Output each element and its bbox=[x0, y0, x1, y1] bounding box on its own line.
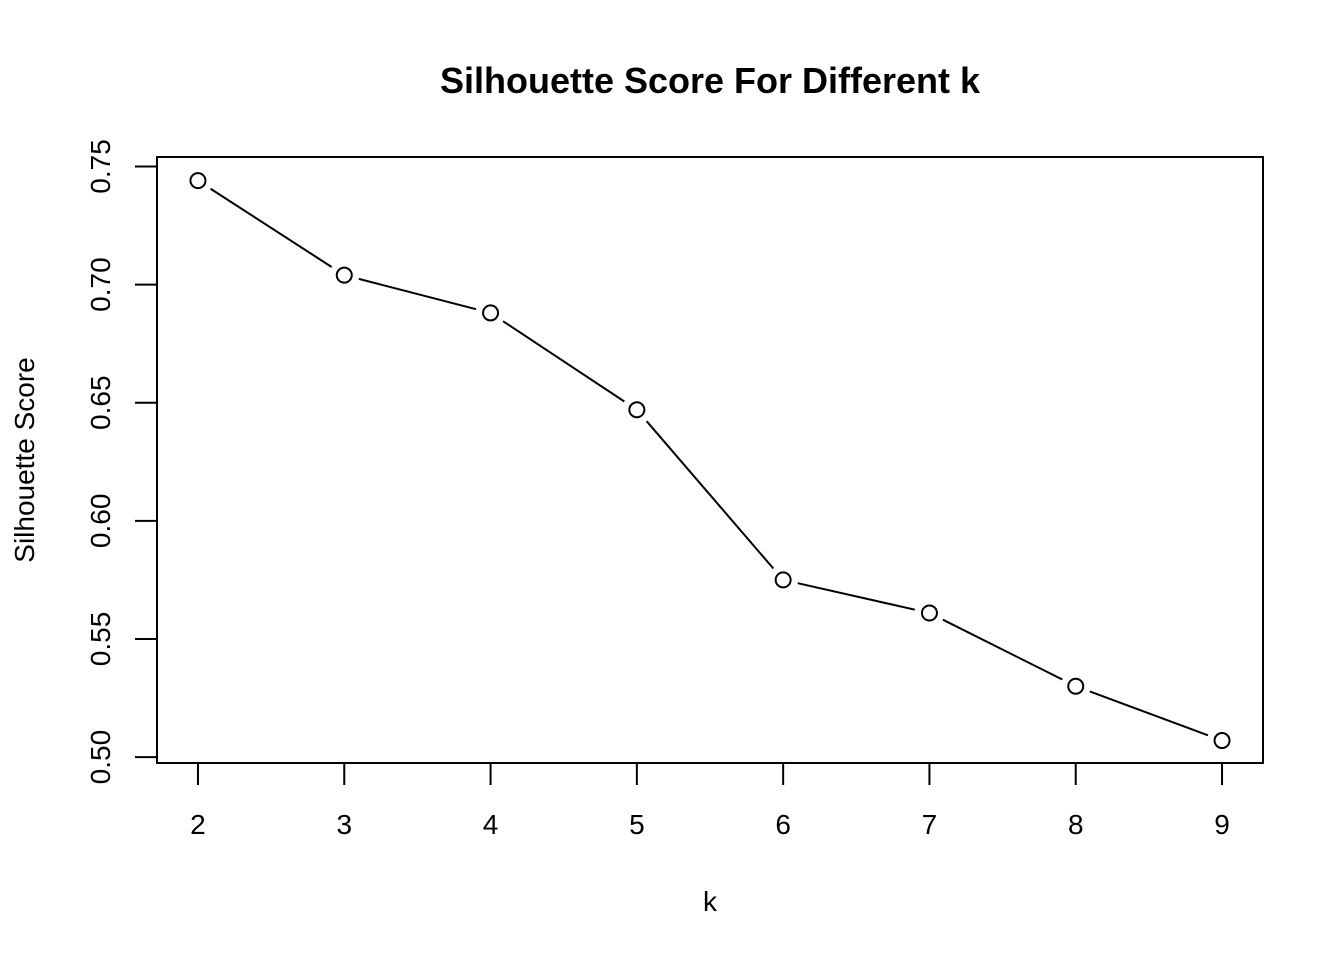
line-segment bbox=[358, 277, 477, 311]
x-tick-label: 2 bbox=[190, 809, 206, 840]
x-tick-label: 9 bbox=[1214, 809, 1230, 840]
line-segment bbox=[1089, 690, 1209, 737]
x-axis-label: k bbox=[703, 886, 718, 917]
x-tick-label: 5 bbox=[629, 809, 645, 840]
y-tick-label: 0.75 bbox=[85, 139, 116, 194]
x-tick-label: 7 bbox=[922, 809, 938, 840]
y-tick-label: 0.50 bbox=[85, 730, 116, 785]
data-point bbox=[1067, 677, 1085, 695]
series-points bbox=[189, 172, 1231, 750]
chart-title: Silhouette Score For Different k bbox=[440, 60, 981, 101]
y-tick-label: 0.70 bbox=[85, 257, 116, 312]
data-point bbox=[628, 401, 646, 419]
x-tick-label: 4 bbox=[483, 809, 499, 840]
data-point bbox=[774, 571, 792, 589]
data-point bbox=[482, 304, 500, 322]
plot-frame bbox=[156, 156, 1264, 764]
x-axis: 2 3 4 5 6 7 8 9 bbox=[190, 763, 1230, 840]
y-axis: 0.50 0.55 0.60 0.65 0.70 0.75 bbox=[85, 139, 157, 784]
y-tick-label: 0.65 bbox=[85, 375, 116, 430]
x-tick-label: 3 bbox=[336, 809, 352, 840]
data-point bbox=[189, 172, 207, 190]
x-tick-label: 6 bbox=[775, 809, 791, 840]
y-tick-label: 0.55 bbox=[85, 612, 116, 667]
y-axis-label: Silhouette Score bbox=[9, 357, 40, 562]
data-point bbox=[1213, 732, 1231, 750]
line-segment bbox=[210, 187, 333, 268]
line-segment bbox=[797, 582, 916, 611]
line-segment bbox=[645, 420, 775, 570]
line-segment bbox=[502, 320, 625, 403]
data-point bbox=[920, 604, 938, 622]
series-line bbox=[210, 187, 1209, 737]
line-segment bbox=[942, 618, 1063, 681]
x-tick-label: 8 bbox=[1068, 809, 1084, 840]
y-tick-label: 0.60 bbox=[85, 494, 116, 549]
data-point bbox=[335, 266, 353, 284]
